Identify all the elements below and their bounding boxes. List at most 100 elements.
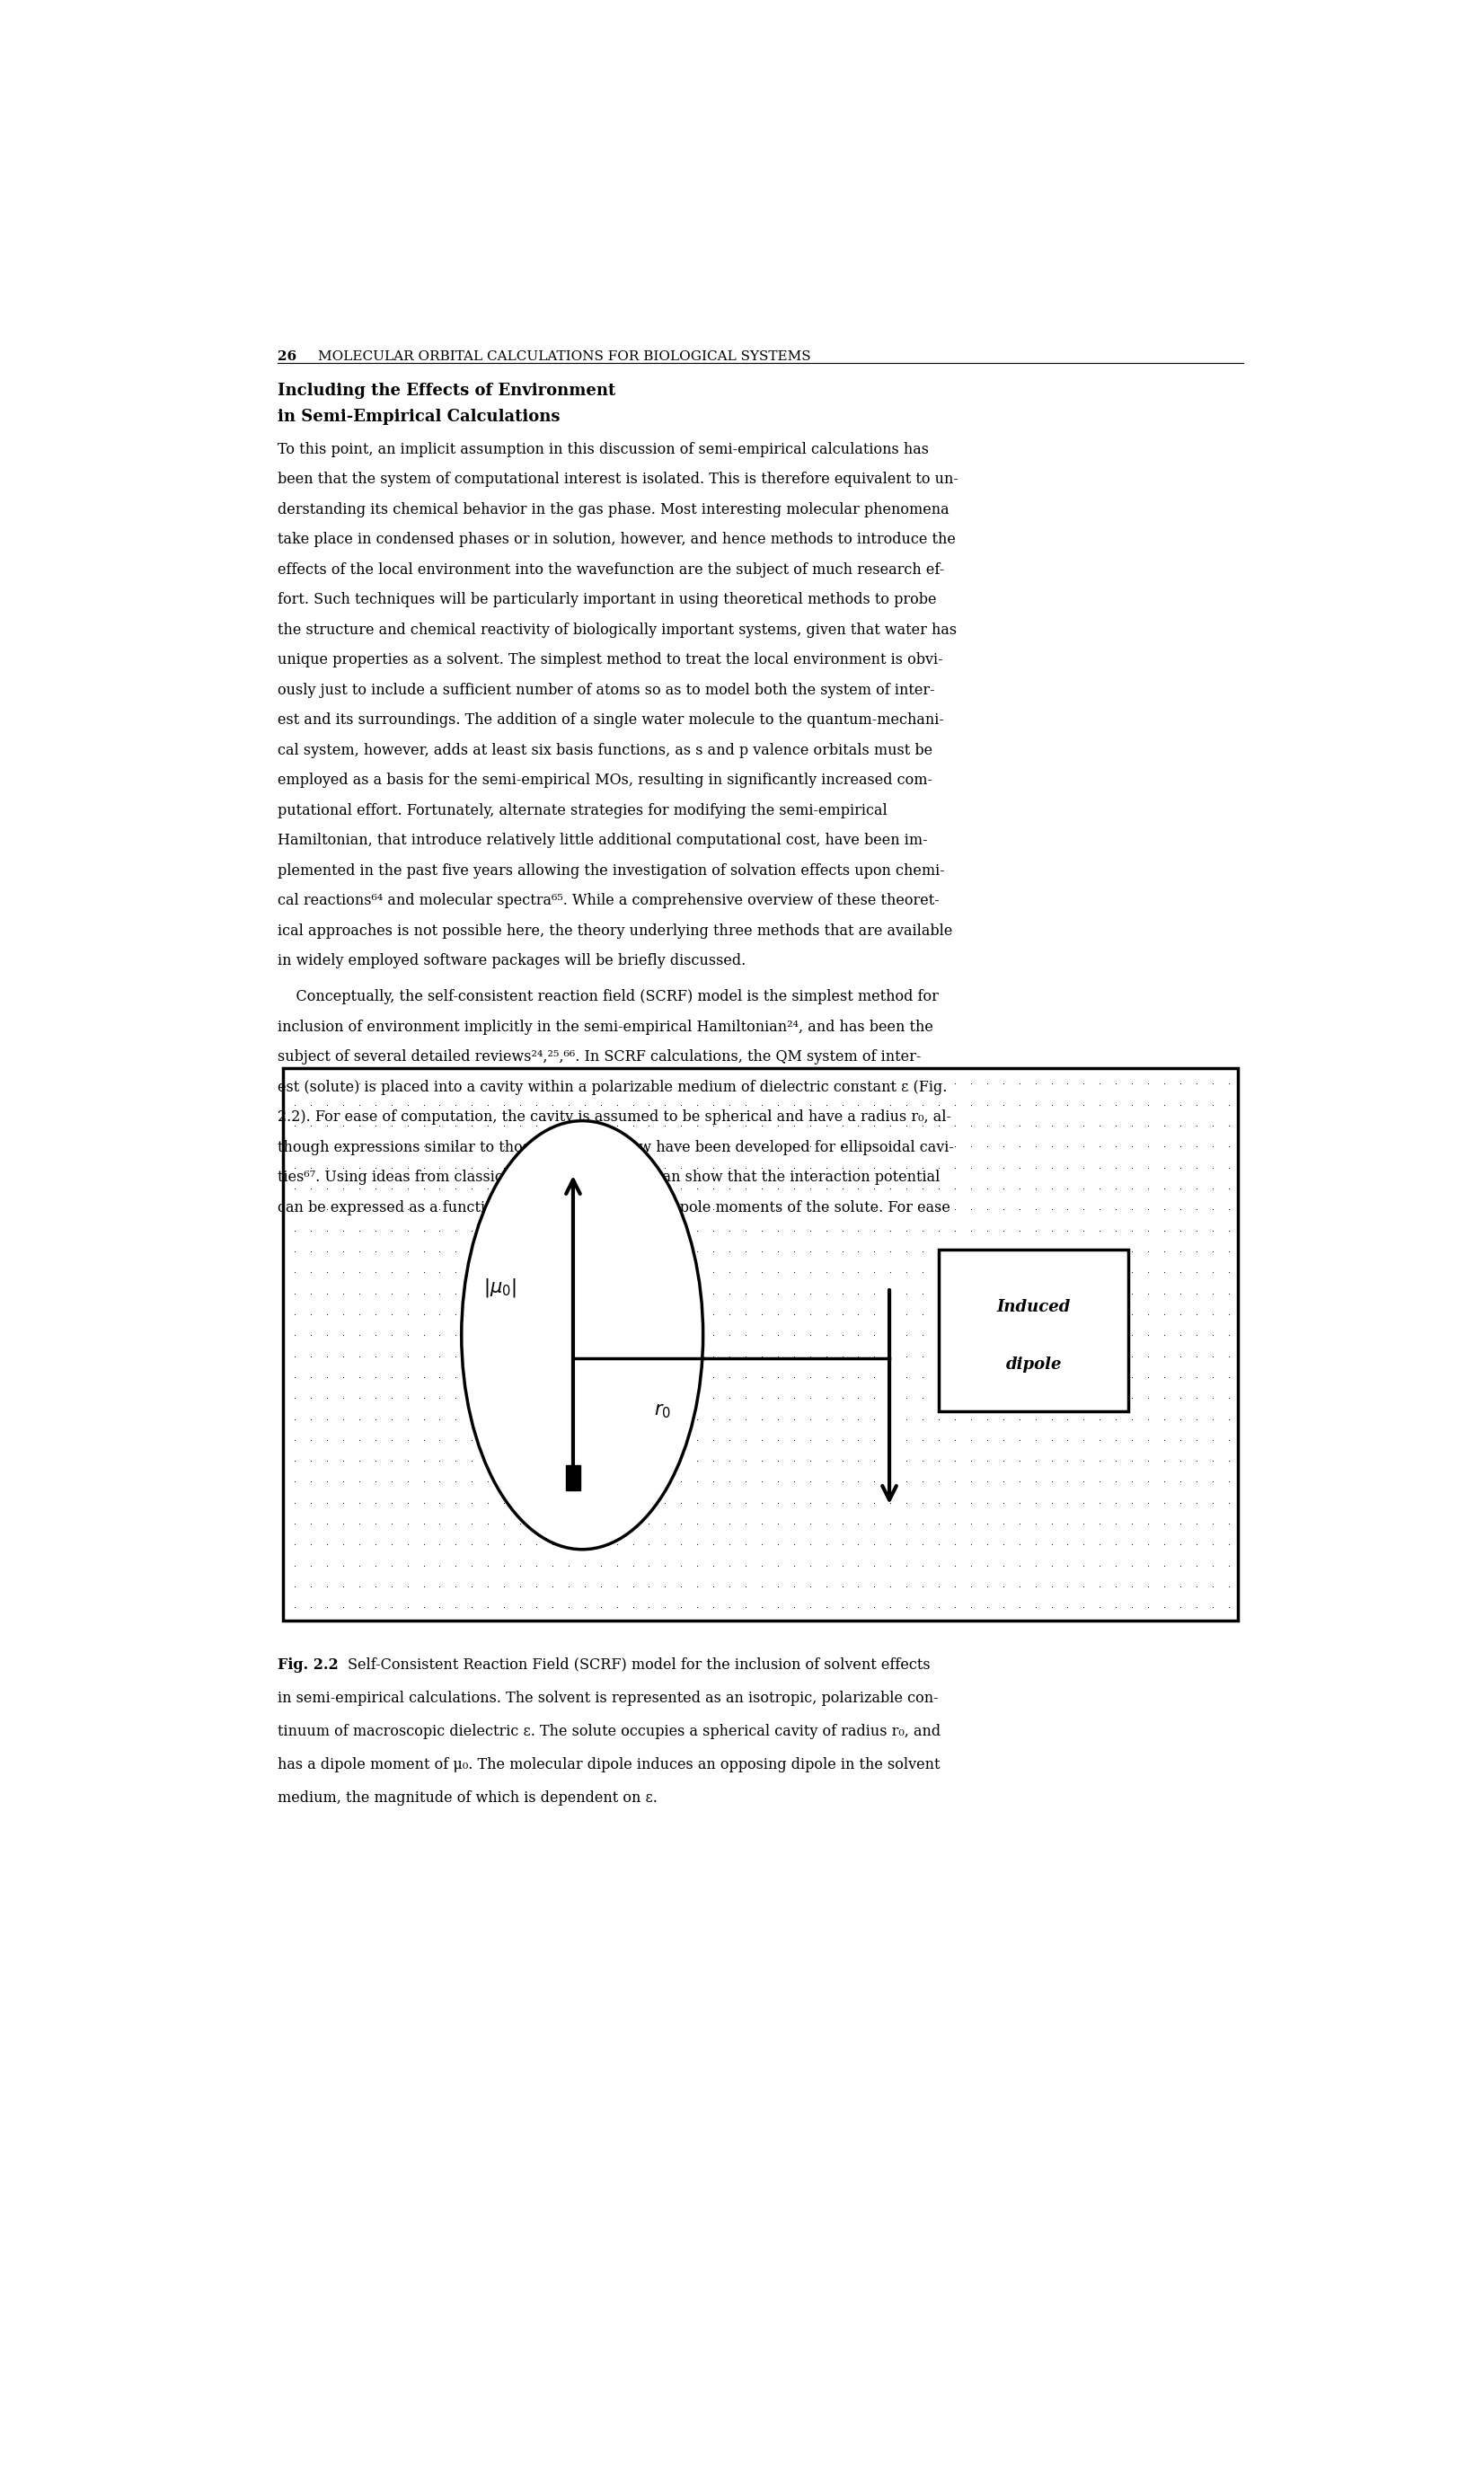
Point bbox=[862, 1588, 886, 1628]
Point bbox=[476, 1358, 500, 1398]
Point bbox=[1217, 1462, 1241, 1502]
Point bbox=[1184, 1210, 1208, 1249]
Point bbox=[620, 1524, 644, 1564]
Point bbox=[605, 1148, 629, 1188]
Point bbox=[411, 1420, 435, 1460]
Point bbox=[1008, 1168, 1031, 1207]
Point bbox=[427, 1148, 451, 1188]
Point bbox=[749, 1210, 773, 1249]
Point bbox=[975, 1084, 999, 1123]
Point bbox=[524, 1210, 548, 1249]
Point bbox=[364, 1462, 387, 1502]
Point bbox=[975, 1294, 999, 1333]
Point bbox=[815, 1316, 838, 1356]
Point bbox=[1137, 1274, 1160, 1314]
Point bbox=[347, 1064, 371, 1103]
Point bbox=[493, 1252, 516, 1291]
Point bbox=[1024, 1524, 1048, 1564]
Point bbox=[815, 1588, 838, 1628]
Point bbox=[1120, 1274, 1144, 1314]
Point bbox=[331, 1378, 355, 1418]
Point bbox=[460, 1504, 484, 1544]
Point bbox=[831, 1588, 855, 1628]
Point bbox=[959, 1566, 982, 1606]
Point bbox=[331, 1524, 355, 1564]
Point bbox=[620, 1190, 644, 1230]
Point bbox=[509, 1588, 533, 1628]
Point bbox=[718, 1210, 742, 1249]
Point bbox=[283, 1546, 307, 1586]
Point bbox=[669, 1336, 693, 1376]
Point bbox=[573, 1336, 597, 1376]
Point bbox=[347, 1294, 371, 1333]
Point bbox=[991, 1190, 1015, 1230]
Point bbox=[460, 1462, 484, 1502]
Point bbox=[942, 1482, 966, 1522]
Point bbox=[1168, 1588, 1192, 1628]
Point bbox=[1088, 1420, 1112, 1460]
Point bbox=[1024, 1566, 1048, 1606]
Point bbox=[879, 1294, 902, 1333]
Point bbox=[1088, 1462, 1112, 1502]
Point bbox=[733, 1064, 757, 1103]
Text: 2.2). For ease of computation, the cavity is assumed to be spherical and have a : 2.2). For ease of computation, the cavit… bbox=[278, 1108, 951, 1126]
Point bbox=[669, 1064, 693, 1103]
Point bbox=[1120, 1378, 1144, 1418]
Point bbox=[605, 1440, 629, 1479]
Point bbox=[815, 1252, 838, 1291]
Point bbox=[669, 1524, 693, 1564]
Point bbox=[347, 1462, 371, 1502]
Point bbox=[396, 1190, 420, 1230]
Point bbox=[573, 1482, 597, 1522]
Point bbox=[749, 1252, 773, 1291]
Point bbox=[540, 1084, 564, 1123]
Point bbox=[331, 1440, 355, 1479]
Point bbox=[476, 1190, 500, 1230]
Point bbox=[782, 1358, 806, 1398]
Point bbox=[556, 1316, 580, 1356]
Point bbox=[364, 1524, 387, 1564]
Point bbox=[1153, 1588, 1177, 1628]
Point bbox=[605, 1504, 629, 1544]
Point bbox=[315, 1524, 338, 1564]
Point bbox=[1055, 1400, 1079, 1440]
Point bbox=[315, 1504, 338, 1544]
Point bbox=[347, 1148, 371, 1188]
Point bbox=[1071, 1400, 1095, 1440]
Point bbox=[959, 1106, 982, 1145]
Point bbox=[283, 1294, 307, 1333]
Point bbox=[702, 1440, 726, 1479]
Point bbox=[315, 1252, 338, 1291]
Point bbox=[669, 1566, 693, 1606]
Point bbox=[831, 1294, 855, 1333]
Point bbox=[669, 1274, 693, 1314]
Point bbox=[444, 1084, 467, 1123]
Point bbox=[669, 1148, 693, 1188]
Point bbox=[879, 1546, 902, 1586]
Point bbox=[347, 1168, 371, 1207]
Point bbox=[733, 1316, 757, 1356]
Point bbox=[1008, 1420, 1031, 1460]
Point bbox=[427, 1358, 451, 1398]
Point bbox=[298, 1420, 322, 1460]
Point bbox=[911, 1378, 935, 1418]
Point bbox=[911, 1588, 935, 1628]
Point bbox=[798, 1588, 822, 1628]
Point bbox=[556, 1168, 580, 1207]
Point bbox=[1184, 1482, 1208, 1522]
Point bbox=[573, 1106, 597, 1145]
Point bbox=[1008, 1546, 1031, 1586]
Point bbox=[749, 1504, 773, 1544]
Point bbox=[766, 1378, 789, 1418]
Point bbox=[1168, 1566, 1192, 1606]
Point bbox=[733, 1084, 757, 1123]
Point bbox=[782, 1566, 806, 1606]
Point bbox=[1184, 1546, 1208, 1586]
Point bbox=[380, 1106, 404, 1145]
Point bbox=[942, 1084, 966, 1123]
Point bbox=[686, 1168, 709, 1207]
Point bbox=[556, 1504, 580, 1544]
Point bbox=[589, 1420, 613, 1460]
Point bbox=[1055, 1148, 1079, 1188]
Point bbox=[509, 1400, 533, 1440]
